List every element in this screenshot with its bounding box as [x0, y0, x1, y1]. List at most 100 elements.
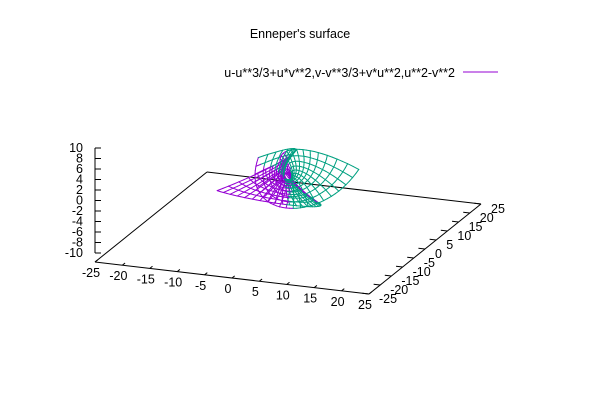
- surface-v-isoline: [335, 158, 338, 164]
- z-tick-label: -10: [65, 246, 83, 260]
- surface-v-isoline: [264, 158, 267, 164]
- y-tick: [474, 202, 482, 205]
- surface-u-isoline: [342, 171, 349, 176]
- surface-u-isoline: [311, 200, 316, 205]
- surface-u-isoline: [328, 181, 333, 186]
- x-tick-label: 5: [252, 285, 259, 299]
- y-tick: [373, 283, 381, 286]
- surface-u-isoline: [314, 188, 318, 192]
- surface-v-isoline: [297, 152, 299, 157]
- surface-u-isoline: [333, 175, 339, 180]
- z-tick-label: 2: [76, 183, 83, 197]
- surface-v-isoline: [244, 197, 249, 199]
- x-tick-label: -5: [195, 279, 206, 293]
- surface-v-isoline: [273, 204, 277, 207]
- surface-v-isoline: [255, 199, 261, 202]
- surface-v-isoline: [339, 171, 344, 176]
- surface-u-isoline: [316, 159, 322, 162]
- y-tick: [362, 292, 370, 295]
- surface-v-isoline: [255, 161, 258, 167]
- surface-v-isoline: [287, 151, 291, 156]
- surface-v-isoline: [229, 193, 235, 196]
- surface-u-isoline: [318, 167, 323, 171]
- surface-u-isoline: [257, 155, 264, 159]
- surface-v-isoline: [278, 153, 282, 158]
- surface-v-isoline: [272, 198, 277, 200]
- x-tick: [368, 291, 373, 295]
- surface-u-isoline: [324, 162, 330, 166]
- surface-u-isoline: [254, 171, 260, 175]
- surface-v-isoline: [309, 190, 314, 193]
- surface-v-isoline: [315, 162, 318, 167]
- surface-v-isoline: [219, 191, 224, 193]
- surface-v-isoline: [240, 196, 246, 199]
- surface-v-isoline: [275, 163, 277, 168]
- x-tick-label: 15: [303, 292, 317, 306]
- surface-u-isoline: [233, 189, 239, 193]
- surface-v-isoline: [325, 187, 330, 191]
- surface-v-isoline: [284, 157, 287, 162]
- surface-v-isoline: [333, 162, 336, 168]
- surface-v-isoline: [317, 184, 321, 188]
- y-tick: [407, 256, 414, 259]
- surface-v-isoline: [265, 199, 269, 203]
- surface-v-isoline: [243, 191, 248, 194]
- surface-u-isoline: [318, 193, 322, 198]
- z-tick-label: 4: [76, 173, 83, 187]
- surface-u-isoline: [237, 183, 243, 187]
- surface-u-isoline: [285, 173, 289, 178]
- surface-v-isoline: [352, 173, 357, 179]
- surface-v-isoline: [322, 189, 327, 193]
- surface-u-isoline: [321, 196, 325, 202]
- y-tick-label: -15: [401, 274, 419, 288]
- x-tick-label: -10: [164, 276, 182, 290]
- surface-v-isoline: [289, 148, 293, 153]
- surface-u-isoline: [266, 178, 271, 182]
- surface-v-isoline: [287, 154, 291, 159]
- surface-u-isoline: [313, 151, 319, 154]
- surface-u-isoline: [312, 199, 318, 204]
- chart-title: Enneper's surface: [250, 27, 350, 41]
- surface-u-isoline: [336, 158, 343, 162]
- surface-u-isoline: [313, 171, 317, 174]
- surface-v-isoline: [337, 174, 341, 180]
- surface-v-isoline: [236, 195, 242, 198]
- surface-v-isoline: [283, 152, 287, 157]
- surface-v-isoline: [286, 157, 289, 161]
- surface-v-isoline: [293, 148, 297, 153]
- surface-v-isoline: [274, 202, 280, 205]
- surface-u-isoline: [319, 184, 324, 188]
- surface-v-isoline: [341, 184, 347, 189]
- surface-u-isoline: [326, 154, 333, 158]
- surface-u-isoline: [310, 194, 314, 198]
- surface-u-isoline: [328, 192, 332, 197]
- surface-u-isoline: [227, 187, 234, 191]
- y-tick: [463, 211, 470, 214]
- surface-v-isoline: [265, 197, 271, 199]
- surface-v-isoline: [302, 199, 307, 202]
- surface-v-isoline: [254, 180, 257, 186]
- surface-v-isoline: [331, 166, 335, 171]
- surface-u-isoline: [237, 187, 243, 191]
- surface-v-isoline: [274, 166, 276, 171]
- surface-u-isoline: [325, 189, 329, 194]
- surface-v-isoline: [273, 151, 277, 157]
- surface-u-isoline: [312, 177, 316, 181]
- y-tick-label: -25: [379, 292, 397, 306]
- x-tick-label: -20: [109, 269, 127, 283]
- surface-u-isoline: [337, 178, 343, 183]
- surface-v-isoline: [302, 149, 304, 154]
- surface-u-isoline: [312, 198, 319, 203]
- surface-v-isoline: [327, 195, 332, 200]
- x-tick-label: 0: [225, 282, 232, 296]
- surface-v-isoline: [282, 207, 287, 209]
- surface-v-isoline: [299, 200, 304, 202]
- x-tick: [122, 262, 126, 266]
- surface-v-isoline: [331, 181, 336, 186]
- surface-v-isoline: [282, 203, 287, 206]
- surface-v-isoline: [254, 165, 257, 171]
- surface-u-isoline: [312, 185, 316, 190]
- x-tick: [176, 269, 181, 272]
- surface-u-isoline: [271, 151, 277, 154]
- surface-v-isoline: [226, 192, 231, 195]
